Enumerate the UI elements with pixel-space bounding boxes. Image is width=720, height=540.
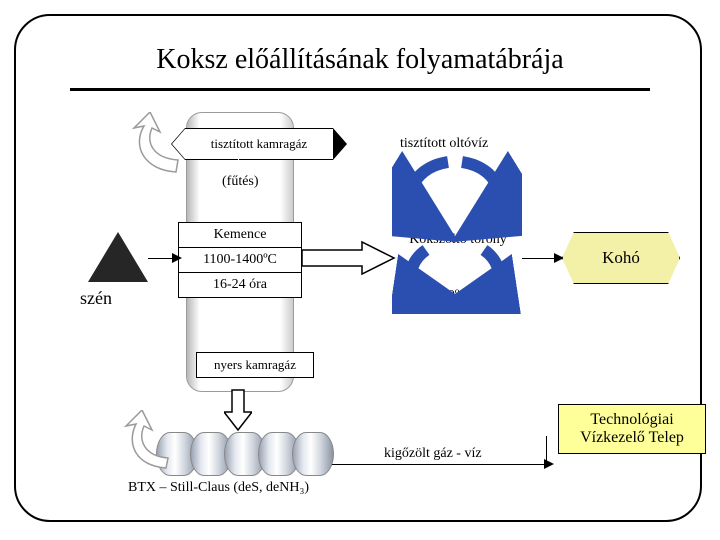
- down-arrow-icon: [224, 388, 252, 432]
- coke-transfer-arrow-icon: [300, 240, 396, 276]
- arrow-line: [332, 464, 546, 465]
- furnace-block: Kemence 1100-1400ºC 16-24 óra: [178, 222, 302, 298]
- furnace-temperature: 1100-1400ºC: [179, 247, 301, 272]
- water-treatment-label: Technológiai Vízkezelő Telep: [580, 411, 684, 446]
- page-title: Koksz előállításának folyamatábrája: [0, 44, 720, 76]
- furnace-duration: 16-24 óra: [179, 272, 301, 297]
- heating-label: (fűtés): [222, 174, 259, 190]
- arrow-line: [546, 436, 547, 464]
- title-underline: [70, 88, 650, 91]
- blast-furnace-node: Kohó: [562, 232, 680, 284]
- cleaned-chambergas-node: tisztított kamragáz: [185, 128, 333, 160]
- cleaned-chambergas-label: tisztított kamragáz: [211, 136, 307, 151]
- furnace-name: Kemence: [179, 223, 301, 247]
- raw-chambergas-node: nyers kamragáz: [196, 352, 314, 378]
- steamed-gas-water-label: kigőzölt gáz - víz: [384, 446, 482, 462]
- arrowhead-icon: [172, 253, 182, 263]
- coal-icon: [88, 232, 148, 282]
- coal-label: szén: [80, 288, 112, 309]
- arrow-line: [522, 258, 558, 259]
- recycle-up-arrow-icon: [118, 410, 178, 476]
- btx-caption: BTX – Still-Claus (deS, deNH₃): [128, 480, 309, 496]
- btx-barrels-icon: [160, 432, 330, 476]
- water-treatment-node: Technológiai Vízkezelő Telep: [558, 404, 706, 454]
- blast-furnace-label: Kohó: [602, 248, 640, 267]
- arrow-line: [148, 258, 174, 259]
- heating-feed-line: [238, 158, 239, 216]
- recycle-up-arrow-icon: [124, 112, 188, 180]
- cycle-arrows-icon: [392, 150, 522, 314]
